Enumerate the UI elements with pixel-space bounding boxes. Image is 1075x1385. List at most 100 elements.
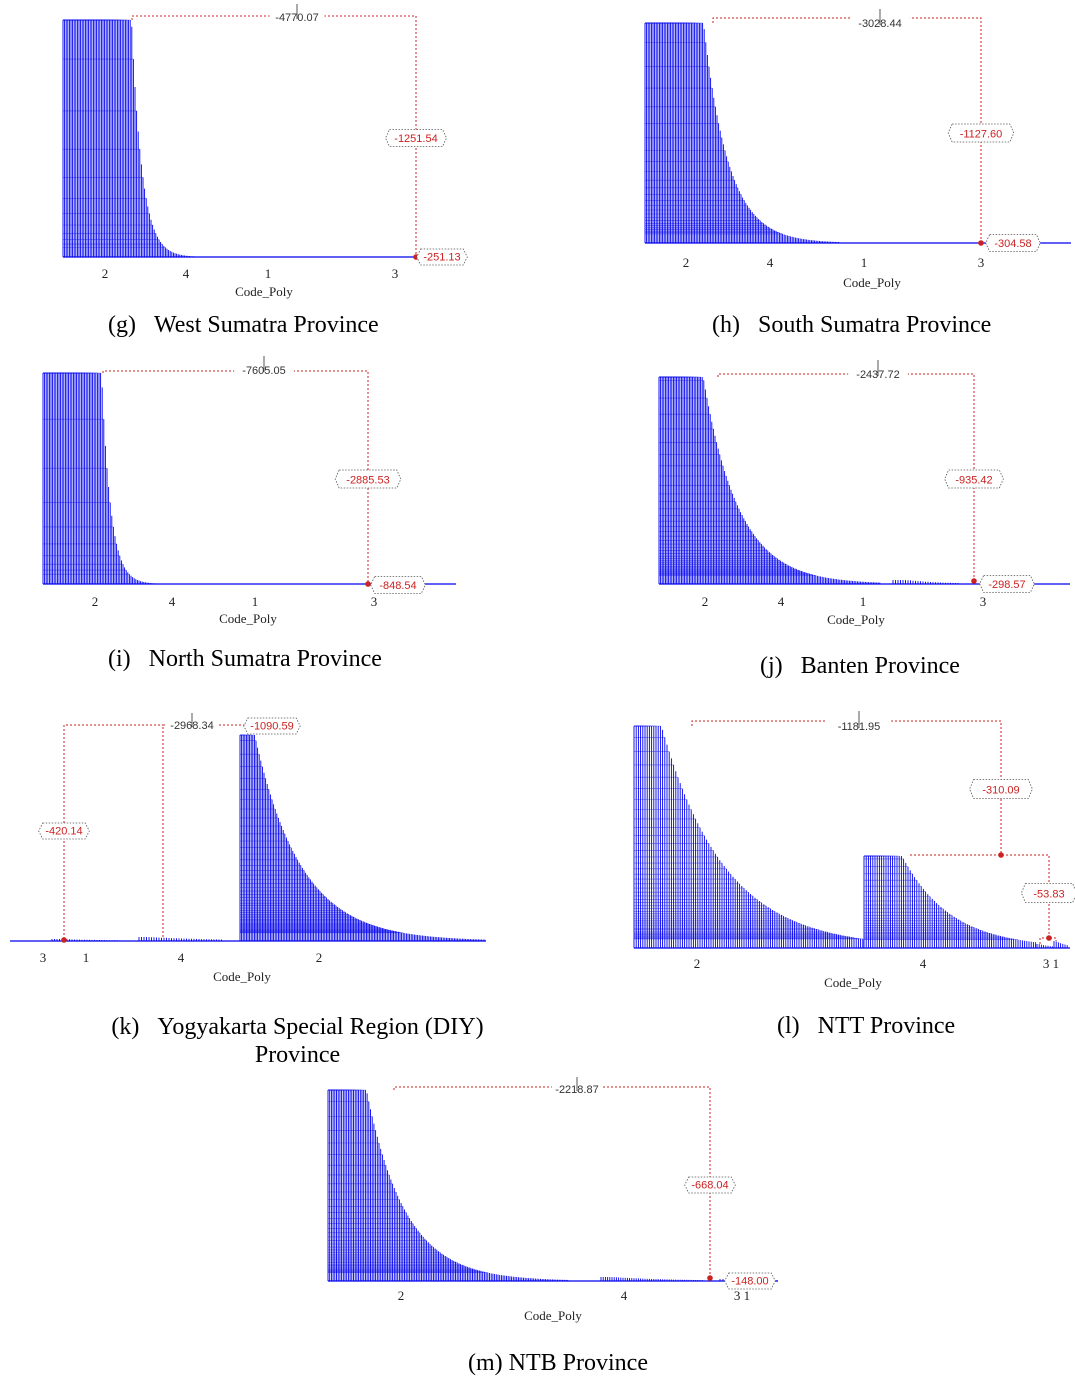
caption-l: (l) NTT Province: [777, 1013, 955, 1040]
g-tick-1: 4: [183, 266, 190, 281]
g-value-low-box: [416, 248, 468, 266]
caption-i-label: (i): [108, 646, 131, 672]
l-tick-1: 4: [920, 956, 927, 971]
panel-i: -7605.05 -2885.53 -848.54 2 4 1 3 Code_Poly: [0, 355, 540, 645]
l-axis-title: Code_Poly: [824, 975, 882, 990]
k-value-left: -420.14: [45, 826, 82, 838]
j-tick-3: 3: [980, 594, 987, 609]
caption-m: (m) NTB Province: [468, 1350, 648, 1377]
m-value-mid-box: [684, 1176, 736, 1194]
h-merge-dot: [978, 240, 984, 246]
caption-l-text: NTT Province: [817, 1013, 956, 1039]
caption-g-text: West Sumatra Province: [153, 312, 379, 338]
panel-g: -4770.07 -1251.54 -251.13 2 4 1 3 Code_Poly: [0, 0, 540, 310]
k-tick-2: 4: [178, 950, 185, 965]
k-tick-1: 1: [83, 950, 90, 965]
h-value-mid: -1127.60: [960, 128, 1003, 140]
l-tick-0: 2: [694, 956, 701, 971]
g-value-mid: -1251.54: [394, 133, 437, 145]
h-tick-1: 4: [767, 255, 774, 270]
k-cluster-2: [239, 734, 486, 941]
caption-l-label: (l): [777, 1013, 800, 1039]
h-value-mid-box: [947, 123, 1015, 143]
l-cluster-4: [863, 855, 1037, 948]
i-tick-3: 3: [371, 594, 378, 609]
j-merge-dot: [971, 578, 977, 584]
l-cluster-3: [1036, 944, 1053, 948]
j-tick-0: 2: [702, 594, 709, 609]
g-link-top: [131, 15, 417, 257]
h-axis-title: Code_Poly: [843, 275, 901, 290]
g-axis-title: Code_Poly: [235, 284, 293, 299]
caption-j-text: Banten Province: [800, 653, 960, 679]
g-cluster-2: [62, 19, 200, 257]
caption-h-label: (h): [712, 312, 740, 338]
caption-k-text: Yogyakarta Special Region (DIY): [157, 1014, 484, 1040]
i-tick-0: 2: [92, 594, 99, 609]
h-link-top: [712, 17, 982, 243]
panel-l: -1181.95 -310.09 -53.83 2 4 3 1 Code_Poly: [540, 700, 1075, 1000]
k-tick-0: 3: [40, 950, 47, 965]
j-value-low: -298.57: [988, 579, 1025, 591]
i-link-top: [102, 370, 369, 584]
i-merge-dot: [365, 581, 371, 587]
caption-i: (i) North Sumatra Province: [108, 646, 382, 673]
j-value-mid-box: [944, 469, 1004, 489]
h-value-low: -304.58: [994, 238, 1031, 250]
i-tick-1: 4: [169, 594, 176, 609]
g-tick-0: 2: [102, 266, 109, 281]
m-tick-1: 4: [621, 1288, 628, 1303]
l-tick-2: 3 1: [1043, 956, 1059, 971]
m-merge-dot: [707, 1275, 713, 1281]
l-value-low-box: [1020, 883, 1075, 903]
g-value-low: -251.13: [423, 252, 460, 264]
m-link-top: [393, 1086, 711, 1278]
caption-g-label: (g): [108, 312, 136, 338]
i-value-mid: -2885.53: [346, 474, 389, 486]
caption-k-text2: Province: [254, 1042, 341, 1068]
caption-h: (h) South Sumatra Province: [712, 312, 991, 339]
j-value-low-box: [979, 575, 1035, 593]
h-tick-3: 3: [978, 255, 985, 270]
m-tick-0: 2: [398, 1288, 405, 1303]
j-axis-title: Code_Poly: [827, 612, 885, 627]
j-tick-2: 1: [860, 594, 867, 609]
k-value-left-box: [38, 822, 90, 840]
i-value-low-box: [370, 576, 426, 594]
i-tick-2: 1: [252, 594, 259, 609]
m-cluster-4: [600, 1277, 703, 1281]
m-value-low: -148.00: [731, 1276, 768, 1288]
caption-k: (k) Yogyakarta Special Region (DIY) Provin…: [20, 1013, 575, 1069]
caption-m-label: (m): [468, 1350, 503, 1376]
h-value-low-box: [985, 234, 1041, 252]
k-axis-title: Code_Poly: [213, 969, 271, 984]
h-tick-0: 2: [683, 255, 690, 270]
caption-g: (g) West Sumatra Province: [108, 312, 379, 339]
g-value-mid-box: [385, 129, 447, 147]
k-merge-dot: [61, 937, 67, 943]
panel-k: -2968.34 -1090.59 -420.14 3 1 4 2 Code_Poly: [0, 700, 540, 1000]
j-cluster-2: [658, 376, 881, 584]
caption-h-text: South Sumatra Province: [757, 312, 992, 338]
l-value-low: -53.83: [1033, 889, 1064, 901]
k-value-top2: -1090.59: [250, 721, 293, 733]
l-merge-dot-mid: [998, 852, 1004, 858]
j-cluster-4: [892, 580, 959, 584]
l-merge-dot-low: [1046, 935, 1052, 941]
j-value-mid: -935.42: [955, 474, 992, 486]
caption-i-text: North Sumatra Province: [148, 646, 382, 672]
m-tick-2: 3 1: [734, 1288, 750, 1303]
j-tick-1: 4: [778, 594, 785, 609]
g-tick-2: 1: [265, 266, 272, 281]
h-cluster-2: [644, 22, 840, 243]
h-tick-2: 1: [861, 255, 868, 270]
i-axis-title: Code_Poly: [219, 611, 277, 626]
i-cluster-2: [42, 372, 166, 584]
i-value-mid-box: [334, 469, 402, 489]
